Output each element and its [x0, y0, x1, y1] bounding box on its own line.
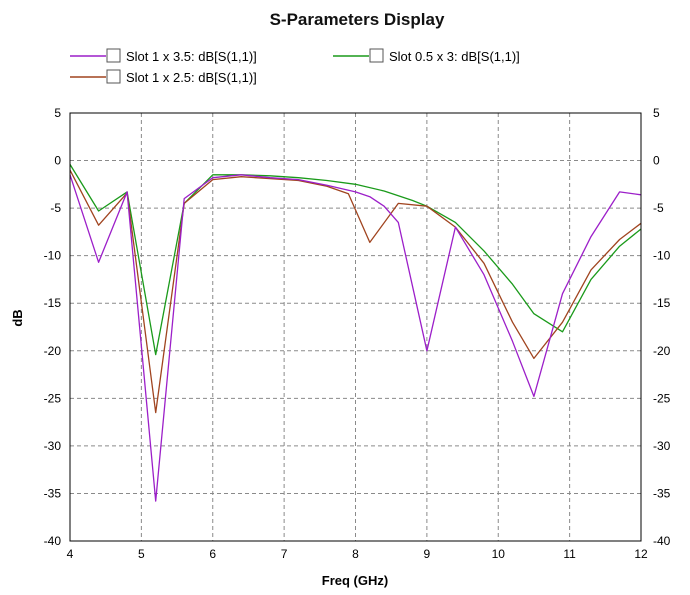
x-axis-title: Freq (GHz)	[322, 573, 388, 588]
legend-checkbox-slot-0-5x3[interactable]	[370, 49, 383, 62]
y-tick-label-left: -30	[44, 439, 62, 453]
y-tick-label-left: -40	[44, 534, 62, 548]
legend-label-slot-0-5x3: Slot 0.5 x 3: dB[S(1,1)]	[389, 49, 520, 64]
y-tick-label-left: -10	[44, 249, 62, 263]
x-tick-label: 8	[352, 547, 359, 561]
y-tick-label-right: -20	[653, 344, 671, 358]
y-tick-label-left: 5	[54, 106, 61, 120]
legend-checkbox-slot-1x2-5[interactable]	[107, 70, 120, 83]
x-tick-label: 6	[209, 547, 216, 561]
legend-label-slot-1x2-5: Slot 1 x 2.5: dB[S(1,1)]	[126, 70, 257, 85]
legend-item-slot-1x3-5[interactable]: Slot 1 x 3.5: dB[S(1,1)]	[70, 49, 257, 64]
y-tick-label-left: -5	[50, 201, 61, 215]
x-tick-label: 7	[281, 547, 288, 561]
y-tick-label-right: -30	[653, 439, 671, 453]
y-tick-label-right: -10	[653, 249, 671, 263]
y-axis-title: dB	[10, 309, 25, 326]
y-tick-label-left: -15	[44, 296, 62, 310]
legend-item-slot-0-5x3[interactable]: Slot 0.5 x 3: dB[S(1,1)]	[333, 49, 520, 64]
x-tick-label: 11	[563, 547, 576, 561]
tick-labels: 4 5 6 7 8 9 10 11 12 5 5 0 0 -5 -5 -10 -10 -15 -15 -20 -20 -2…	[44, 106, 671, 561]
y-tick-label-left: -35	[44, 486, 62, 500]
y-tick-label-left: 0	[54, 154, 61, 168]
y-tick-label-right: -5	[653, 201, 664, 215]
y-tick-label-right: -40	[653, 534, 671, 548]
y-tick-label-left: -20	[44, 344, 62, 358]
x-tick-label: 10	[492, 547, 506, 561]
x-tick-label: 5	[138, 547, 145, 561]
legend-item-slot-1x2-5[interactable]: Slot 1 x 2.5: dB[S(1,1)]	[70, 70, 257, 85]
y-tick-label-right: -15	[653, 296, 671, 310]
y-tick-label-right: -25	[653, 391, 671, 405]
x-tick-label: 12	[634, 547, 648, 561]
y-tick-label-right: 0	[653, 154, 660, 168]
y-tick-label-right: -35	[653, 486, 671, 500]
legend: Slot 1 x 3.5: dB[S(1,1)] Slot 1 x 2.5: d…	[70, 49, 520, 85]
y-tick-label-left: -25	[44, 391, 62, 405]
x-tick-label: 4	[67, 547, 74, 561]
chart-title: S-Parameters Display	[270, 10, 445, 29]
y-tick-label-right: 5	[653, 106, 660, 120]
x-tick-label: 9	[424, 547, 431, 561]
legend-checkbox-slot-1x3-5[interactable]	[107, 49, 120, 62]
legend-label-slot-1x3-5: Slot 1 x 3.5: dB[S(1,1)]	[126, 49, 257, 64]
